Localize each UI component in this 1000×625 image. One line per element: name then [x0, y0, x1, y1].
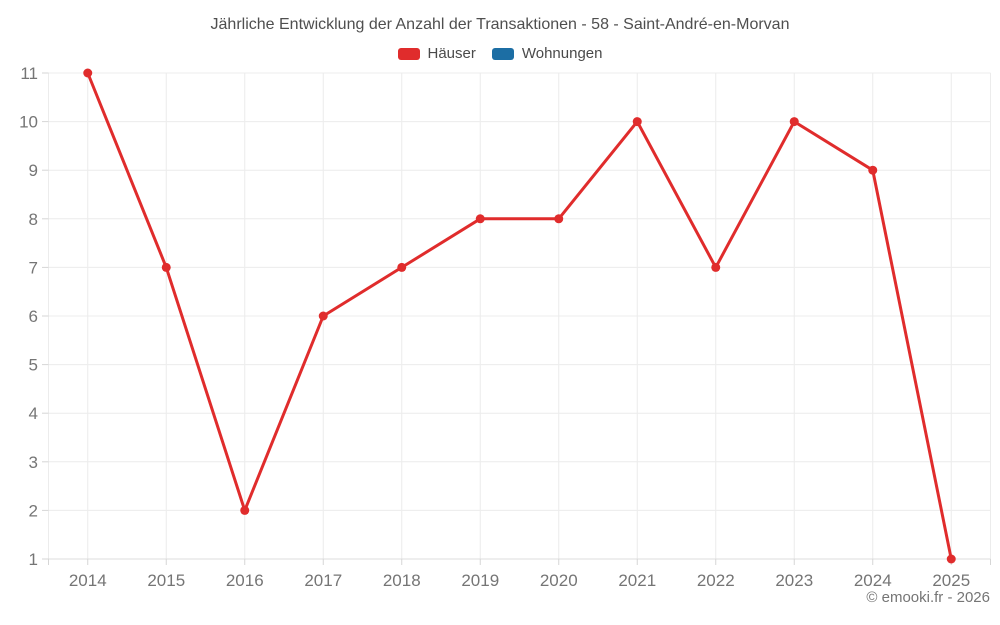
y-tick-label: 1 [29, 550, 38, 569]
x-tick-label: 2015 [147, 571, 185, 590]
data-point-2014[interactable] [83, 68, 93, 78]
legend-item-wohnungen[interactable]: Wohnungen [491, 45, 603, 62]
y-tick-label: 5 [29, 356, 38, 375]
x-tick-label: 2019 [461, 571, 499, 590]
data-point-2017[interactable] [318, 311, 328, 321]
copyright: © emooki.fr - 2026 [866, 589, 990, 606]
x-tick-label: 2022 [697, 571, 735, 590]
y-tick-label: 7 [29, 258, 38, 277]
y-tick-label: 2 [29, 501, 38, 520]
x-tick-label: 2024 [854, 571, 892, 590]
legend-item-häuser[interactable]: Häuser [397, 45, 476, 62]
y-tick-label: 10 [19, 113, 38, 132]
data-point-2022[interactable] [711, 262, 721, 272]
y-tick-label: 4 [29, 404, 38, 423]
y-tick-label: 3 [29, 453, 38, 472]
data-point-2021[interactable] [632, 117, 642, 127]
x-tick-label: 2021 [618, 571, 656, 590]
legend-label: Wohnungen [521, 45, 603, 62]
series-line-häuser [86, 71, 953, 561]
y-tick-label: 8 [29, 210, 38, 229]
data-point-2023[interactable] [789, 117, 799, 127]
x-tick-label: 2018 [383, 571, 421, 590]
legend-label: Häuser [427, 45, 476, 62]
x-tick-label: 2020 [540, 571, 578, 590]
legend-swatch-icon [397, 47, 420, 60]
x-tick-label: 2017 [304, 571, 342, 590]
data-point-2019[interactable] [475, 214, 485, 224]
data-point-2018[interactable] [397, 262, 407, 272]
data-point-2024[interactable] [868, 165, 878, 175]
x-tick-label: 2016 [226, 571, 264, 590]
data-point-2020[interactable] [554, 214, 564, 224]
x-tick-label: 2023 [775, 571, 813, 590]
legend-swatch-icon [491, 47, 514, 60]
data-point-2015[interactable] [161, 262, 171, 272]
y-tick-label: 9 [29, 161, 38, 180]
data-point-2025[interactable] [946, 554, 956, 564]
legend: Häuser Wohnungen [0, 45, 1000, 62]
y-tick-label: 6 [29, 307, 38, 326]
chart-title: Jährliche Entwicklung der Anzahl der Tra… [210, 16, 790, 33]
data-point-2016[interactable] [240, 505, 250, 515]
x-tick-label: 2014 [69, 571, 107, 590]
x-tick-label: 2025 [932, 571, 970, 590]
y-tick-label: 11 [20, 64, 38, 83]
